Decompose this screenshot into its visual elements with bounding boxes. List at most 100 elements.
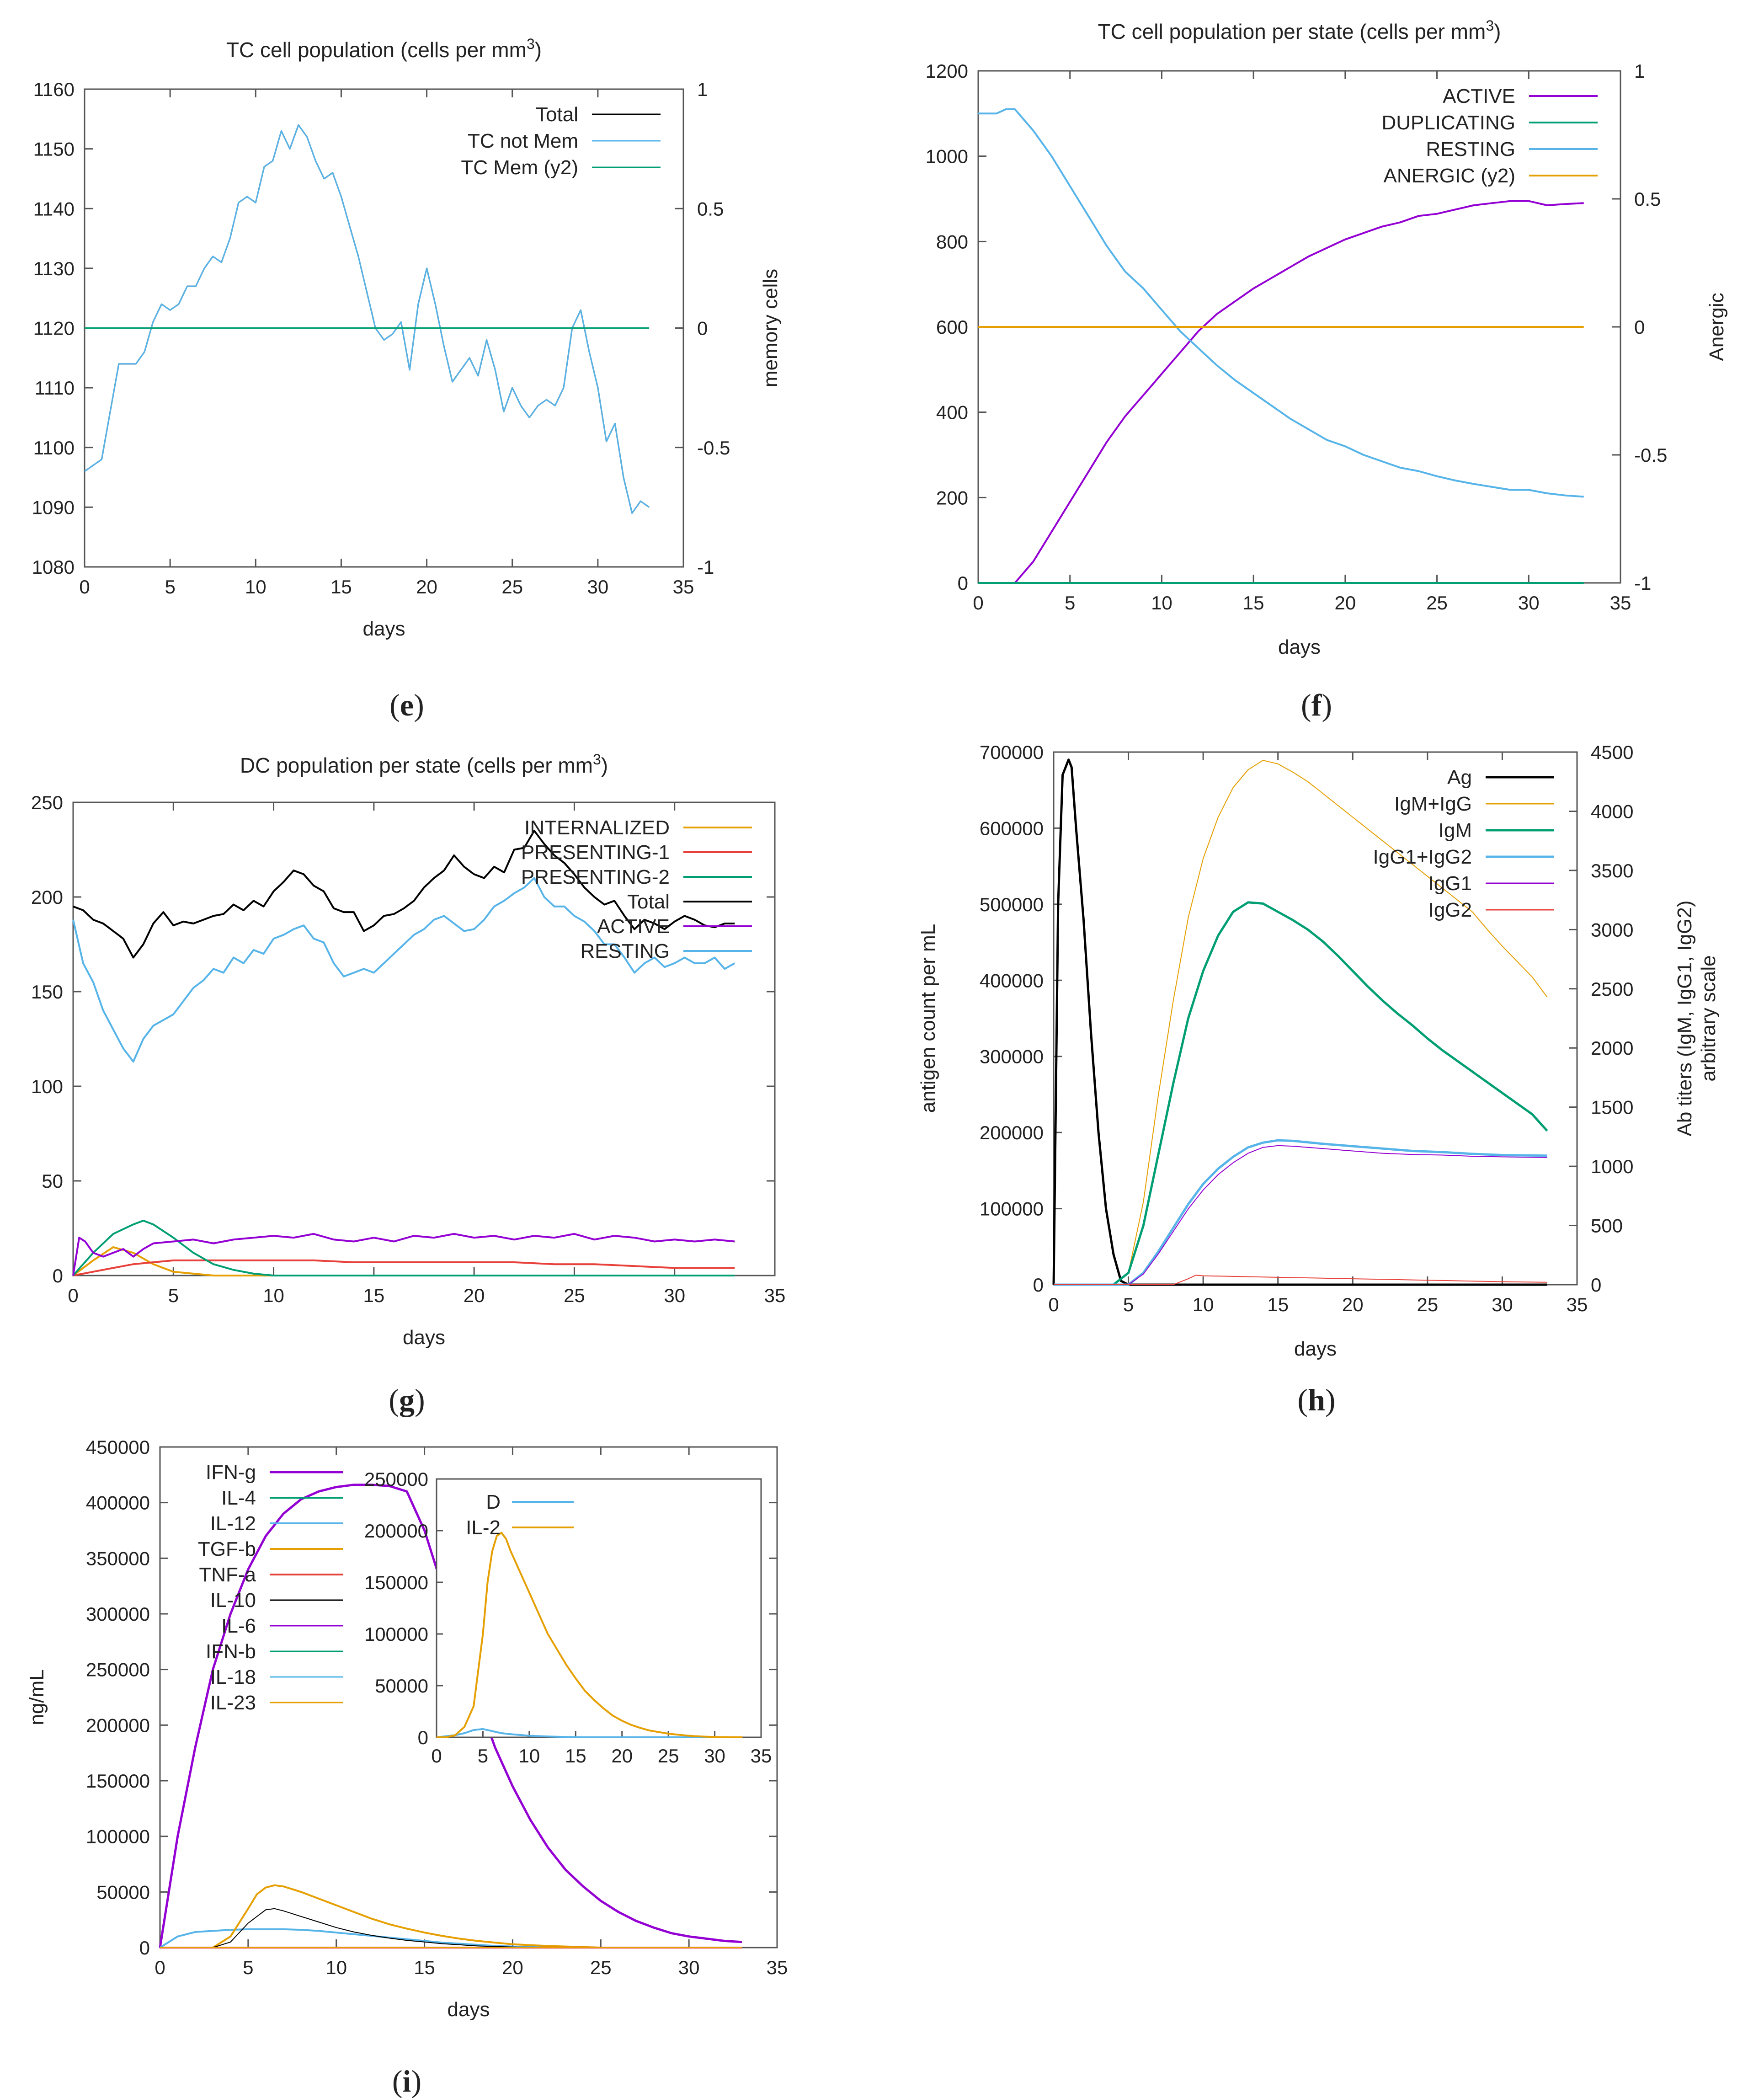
y-tick-label: 800 <box>936 231 968 252</box>
legend-label: IgG1+IgG2 <box>1373 846 1472 868</box>
x-tick-label: 10 <box>325 1957 347 1978</box>
series-line-resting <box>72 877 735 1063</box>
legend-label: PRESENTING-1 <box>521 841 670 864</box>
x-axis-label: days <box>363 618 405 640</box>
inset-legend-label: IL-2 <box>466 1516 501 1539</box>
inset-y-tick-label: 200000 <box>364 1520 428 1542</box>
legend-label: Ag <box>1447 766 1472 789</box>
x-axis-label: days <box>1294 1338 1337 1360</box>
series-line-il-12 <box>159 1928 742 1949</box>
y-tick-label: 150000 <box>86 1770 150 1792</box>
legend-label: IgM+IgG <box>1394 793 1472 815</box>
x-tick-label: 35 <box>764 1285 786 1306</box>
chart-title: DC population per state (cells per mm3) <box>240 751 608 777</box>
x-tick-label: 0 <box>155 1957 165 1978</box>
y2-tick-label: -1 <box>1634 572 1651 594</box>
y-tick-label: 50000 <box>96 1881 150 1903</box>
y-tick-label: 0 <box>958 572 968 594</box>
x-tick-label: 25 <box>590 1957 612 1978</box>
x-tick-label: 20 <box>464 1285 485 1306</box>
y-tick-label: 600 <box>936 316 968 338</box>
x-tick-label: 30 <box>1492 1294 1513 1315</box>
x-tick-label: 5 <box>165 576 175 598</box>
y-axis-label: antigen count per mL <box>917 924 939 1113</box>
x-tick-label: 10 <box>1151 592 1172 614</box>
series-line-il-10 <box>160 1908 742 1948</box>
inset-x-tick-label: 30 <box>704 1745 725 1767</box>
legend-label: ACTIVE <box>597 915 670 938</box>
chart-title-sup: 3 <box>527 36 535 52</box>
y-tick-label: 400000 <box>980 970 1044 991</box>
y2-axis-label: memory cells <box>759 269 782 387</box>
y-tick-label: 300000 <box>980 1046 1044 1068</box>
series-line-active <box>72 1233 735 1276</box>
plot-frame <box>1053 751 1578 1286</box>
y2-tick-label: 0 <box>1634 316 1645 338</box>
chart-title-sup: 3 <box>593 751 601 768</box>
x-tick-label: 30 <box>587 576 608 598</box>
y-tick-label: 400 <box>936 402 968 423</box>
x-tick-label: 10 <box>263 1285 284 1306</box>
y-tick-label: 200000 <box>86 1714 150 1736</box>
legend-label: IL-4 <box>221 1487 256 1509</box>
series-line-tgf-b <box>160 1884 742 1949</box>
legend-label: IL-23 <box>210 1692 256 1714</box>
series-line-igg1 <box>1054 1145 1547 1285</box>
chart-i: 0 5 10 15 20 25 30 35 0 50000 100000 150000 200000 25… <box>26 1436 788 2021</box>
panel-label-h: (h) <box>1297 1383 1335 1417</box>
series-line-igg1-igg2 <box>1054 1139 1547 1286</box>
y2-tick-label: 1000 <box>1591 1156 1633 1177</box>
x-tick-label: 30 <box>1518 592 1540 614</box>
inset-chart: 0 5 10 15 20 25 30 35 0 50000 100000 150000 200000 25… <box>364 1468 772 1767</box>
legend-label: ACTIVE <box>1443 85 1515 107</box>
y-tick-label: 1150 <box>33 139 75 160</box>
series-line-igm-igg <box>1054 760 1548 1285</box>
x-axis-label: days <box>448 1998 490 2021</box>
x-tick-label: 0 <box>973 592 983 614</box>
series-line-total <box>73 830 735 959</box>
x-tick-label: 5 <box>168 1285 179 1306</box>
x-axis-label: days <box>403 1326 445 1349</box>
y-tick-label: 600000 <box>980 817 1044 839</box>
legend-label: IL-12 <box>210 1512 256 1535</box>
inset-x-tick-label: 35 <box>751 1745 772 1767</box>
series-line-presenting-2 <box>72 1219 735 1276</box>
x-tick-label: 30 <box>678 1957 700 1978</box>
legend-label: IgG1 <box>1428 872 1472 895</box>
series-line-igg2 <box>1054 1275 1547 1285</box>
x-tick-label: 35 <box>767 1957 788 1978</box>
y2-tick-label: 3500 <box>1591 860 1633 881</box>
y2-tick-label: -0.5 <box>1634 444 1667 466</box>
y-tick-label: 1160 <box>33 79 75 100</box>
x-tick-label: 20 <box>502 1957 523 1978</box>
chart-title-text: TC cell population (cells per mm <box>226 38 527 62</box>
legend-label: IL-10 <box>210 1589 256 1612</box>
y-tick-label: 50 <box>42 1170 63 1192</box>
inset-series-line-il-2 <box>437 1532 743 1738</box>
legend-label: IFN-b <box>206 1640 256 1663</box>
panel-label-e: (e) <box>389 688 424 722</box>
y2-tick-label: 1 <box>1634 60 1645 82</box>
chart-title-end: ) <box>601 753 608 777</box>
legend-label: IL-6 <box>221 1615 256 1637</box>
series-line-resting <box>978 108 1584 498</box>
x-tick-label: 20 <box>416 576 437 598</box>
x-tick-label: 20 <box>1342 1294 1364 1315</box>
y-tick-label: 450000 <box>86 1436 150 1458</box>
y-tick-label: 1110 <box>35 377 75 399</box>
y-tick-label: 1080 <box>32 556 75 578</box>
y2-axis-label-line2: arbitrary scale <box>1697 955 1720 1081</box>
y-tick-label: 250 <box>31 792 63 813</box>
x-tick-label: 0 <box>79 576 90 598</box>
inset-y-tick-label: 50000 <box>375 1675 428 1697</box>
chart-h: 0 5 10 15 20 25 30 3501000002000003000004000005… <box>917 742 1720 1360</box>
y-tick-label: 0 <box>1033 1274 1044 1296</box>
y2-tick-label: 0 <box>697 318 708 339</box>
legend-label: DUPLICATING <box>1381 112 1515 134</box>
y-tick-label: 250000 <box>86 1659 150 1681</box>
legend-label: PRESENTING-2 <box>521 866 670 888</box>
panel-label-g: (g) <box>389 1383 425 1417</box>
y2-axis-label-line1: Ab titers (IgM, IgG1, IgG2) <box>1673 901 1696 1137</box>
y-axis-label: ng/mL <box>26 1669 48 1725</box>
